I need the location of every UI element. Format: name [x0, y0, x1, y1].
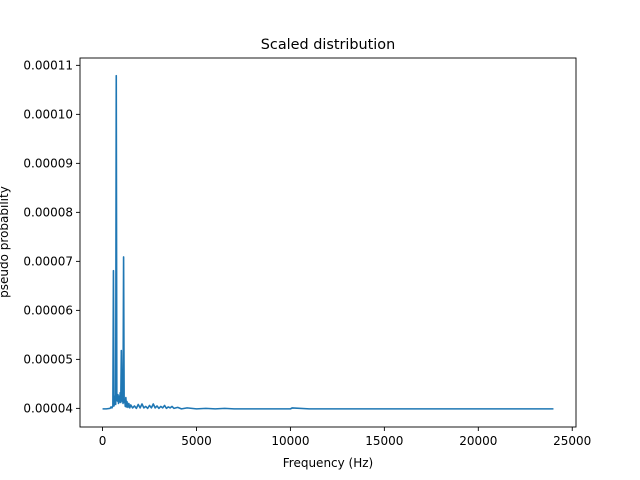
x-tick-label: 20000 — [459, 434, 497, 448]
y-tick-label: 0.00004 — [23, 401, 73, 415]
chart-title: Scaled distribution — [261, 37, 395, 53]
x-tick-label: 5000 — [181, 434, 212, 448]
y-tick-label: 0.00007 — [23, 254, 73, 268]
x-tick-label: 15000 — [365, 434, 403, 448]
y-axis: 0.00004 0.00005 0.00006 0.00007 0.00008 0.000… — [23, 58, 80, 415]
x-tick-label: 25000 — [553, 434, 591, 448]
x-tick-label: 0 — [99, 434, 107, 448]
y-tick-label: 0.00008 — [23, 205, 73, 219]
y-tick-label: 0.00005 — [23, 352, 73, 366]
y-tick-label: 0.00006 — [23, 303, 73, 317]
series-line — [102, 74, 554, 410]
y-tick-label: 0.00010 — [23, 107, 73, 121]
y-tick-label: 0.00009 — [23, 156, 73, 170]
plot-area — [79, 57, 577, 428]
y-axis-label: pseudo probability — [0, 186, 11, 298]
plot-frame — [79, 57, 577, 428]
x-axis: 0 5000 10000 15000 20000 25000 — [99, 427, 591, 448]
x-axis-label: Frequency (Hz) — [283, 456, 374, 470]
x-tick-label: 10000 — [271, 434, 309, 448]
y-tick-label: 0.00011 — [23, 58, 73, 72]
